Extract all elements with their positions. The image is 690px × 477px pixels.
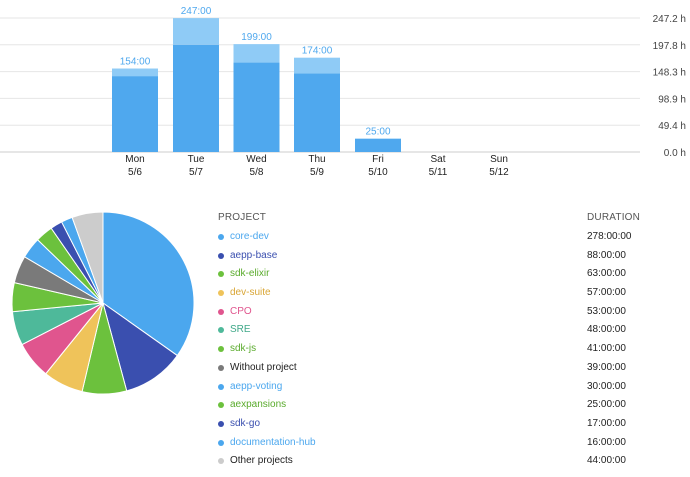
bar-top-tue[interactable] — [173, 18, 219, 45]
weekly-bar-chart: 0.0 h 49.4 h 98.9 h 148.3 h 197.8 h 247.2 h 15… — [0, 6, 686, 178]
project-duration-table: PROJECT DURATION core-dev 278:00:00 aepp-b… — [218, 206, 658, 471]
x-tick-day: Wed — [246, 154, 266, 165]
y-tick-label: 0.0 h — [664, 148, 686, 159]
project-name: sdk-elixir — [230, 268, 270, 280]
legend-dot-icon — [218, 402, 224, 409]
legend-dot-icon — [218, 364, 224, 371]
x-tick-day: Tue — [188, 154, 205, 165]
duration-column-header: DURATION — [587, 212, 641, 223]
project-name: core-dev — [230, 231, 269, 242]
legend-dot-icon — [218, 308, 224, 315]
project-duration: 57:00:00 — [587, 287, 626, 299]
project-duration: 88:00:00 — [587, 249, 626, 261]
project-name: sdk-js — [230, 343, 257, 355]
bar-top-wed[interactable] — [233, 44, 280, 63]
project-duration: 63:00:00 — [587, 268, 626, 280]
y-tick-label: 98.9 h — [658, 94, 686, 105]
x-tick-date: 5/12 — [489, 167, 509, 178]
project-duration: 16:00:00 — [587, 436, 626, 448]
bar-tue[interactable] — [173, 44, 219, 152]
bar-mon[interactable] — [112, 76, 158, 152]
project-duration: 44:00:00 — [587, 455, 626, 467]
bar-top-thu[interactable] — [294, 57, 340, 74]
bar-total-label: 199:00 — [241, 32, 272, 43]
pie-slice-core-dev[interactable] — [102, 211, 195, 357]
project-name: aepp-voting — [230, 380, 283, 392]
project-name: aepp-base — [230, 249, 278, 261]
table-row[interactable]: sdk-go 17:00:00 — [218, 415, 658, 434]
legend-dot-icon — [218, 458, 224, 465]
table-row[interactable]: dev-suite 57:00:00 — [218, 284, 658, 303]
x-tick-date: 5/10 — [368, 167, 388, 178]
y-tick-label: 247.2 h — [653, 14, 686, 25]
project-duration: 30:00:00 — [587, 380, 626, 392]
project-duration: 278:00:00 — [587, 231, 632, 242]
legend-dot-icon — [218, 252, 224, 259]
legend-dot-icon — [218, 346, 224, 353]
bar-thu[interactable] — [294, 73, 340, 152]
table-row[interactable]: SRE 48:00:00 — [218, 321, 658, 340]
y-tick-label: 197.8 h — [653, 41, 686, 52]
y-tick-label: 148.3 h — [653, 68, 686, 79]
project-name: CPO — [230, 305, 252, 317]
bar-total-label: 174:00 — [302, 46, 333, 57]
x-tick-date: 5/8 — [250, 167, 264, 178]
legend-dot-icon — [218, 420, 224, 427]
x-tick-date: 5/6 — [128, 167, 142, 178]
project-duration: 48:00:00 — [587, 324, 626, 336]
project-duration: 17:00:00 — [587, 417, 626, 429]
table-row[interactable]: core-dev 278:00:00 — [218, 228, 658, 247]
bar-total-label: 247:00 — [181, 6, 212, 17]
bar-wed[interactable] — [233, 62, 280, 152]
project-duration: 53:00:00 — [587, 305, 626, 317]
x-tick-day: Sat — [430, 154, 445, 165]
table-header: PROJECT DURATION — [218, 206, 658, 228]
table-row[interactable]: Without project 39:00:00 — [218, 359, 658, 378]
legend-dot-icon — [218, 383, 224, 390]
table-row[interactable]: CPO 53:00:00 — [218, 303, 658, 322]
table-row[interactable]: sdk-elixir 63:00:00 — [218, 265, 658, 284]
table-row[interactable]: aepp-voting 30:00:00 — [218, 378, 658, 397]
bar-fri[interactable] — [355, 138, 401, 152]
project-name: sdk-go — [230, 417, 261, 429]
project-name: Other projects — [230, 455, 293, 467]
x-tick-day: Mon — [125, 154, 144, 165]
table-row[interactable]: aepp-base 88:00:00 — [218, 247, 658, 266]
y-tick-label: 49.4 h — [658, 121, 686, 132]
legend-dot-icon — [218, 271, 224, 278]
table-row[interactable]: aexpansions 25:00:00 — [218, 396, 658, 415]
bar-top-fri[interactable] — [355, 138, 401, 139]
x-tick-day: Fri — [372, 154, 384, 165]
legend-dot-icon — [218, 290, 224, 297]
table-row[interactable]: Other projects 44:00:00 — [218, 452, 658, 471]
x-tick-date: 5/9 — [310, 167, 324, 178]
table-body: core-dev 278:00:00 aepp-base 88:00:00 sdk-el… — [218, 228, 658, 471]
project-name: documentation-hub — [230, 436, 316, 448]
project-name: SRE — [230, 324, 251, 336]
x-tick-date: 5/7 — [189, 167, 203, 178]
x-tick-day: Sun — [490, 154, 508, 165]
project-name: aexpansions — [230, 399, 287, 411]
legend-dot-icon — [218, 439, 224, 446]
project-pie-chart — [11, 211, 195, 395]
bar-total-label: 25:00 — [365, 126, 390, 137]
x-tick-date: 5/11 — [429, 167, 448, 178]
x-tick-day: Thu — [308, 154, 325, 165]
table-row[interactable]: sdk-js 41:00:00 — [218, 340, 658, 359]
legend-dot-icon — [218, 234, 224, 240]
project-name: Without project — [230, 361, 297, 373]
bar-top-mon[interactable] — [112, 68, 158, 77]
project-duration: 39:00:00 — [587, 361, 626, 373]
table-row[interactable]: documentation-hub 16:00:00 — [218, 434, 658, 453]
project-duration: 25:00:00 — [587, 399, 626, 411]
legend-dot-icon — [218, 327, 224, 334]
project-duration: 41:00:00 — [587, 343, 626, 355]
bar-total-label: 154:00 — [120, 57, 151, 68]
pie-slice-other-projects[interactable] — [71, 211, 104, 304]
project-column-header: PROJECT — [218, 212, 267, 223]
project-name: dev-suite — [230, 287, 271, 299]
